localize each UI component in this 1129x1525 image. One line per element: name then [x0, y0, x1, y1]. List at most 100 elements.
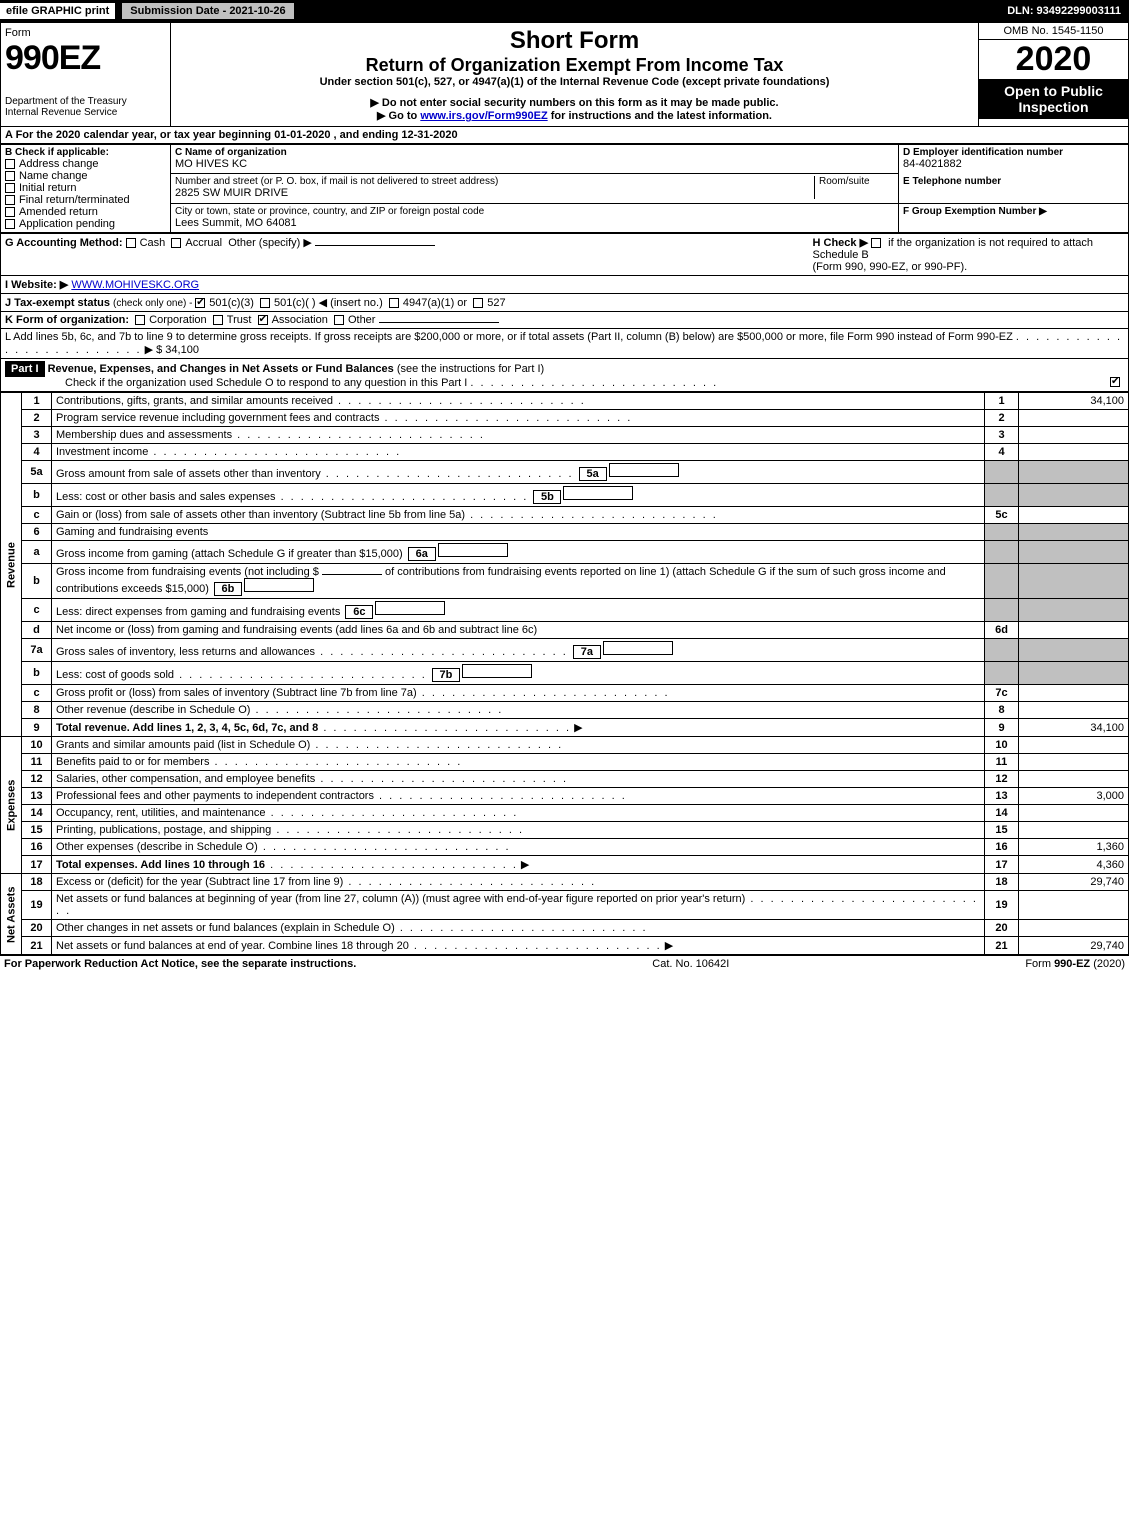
street-label: Number and street (or P. O. box, if mail… [175, 176, 814, 187]
part-1-table: Revenue 1 Contributions, gifts, grants, … [0, 392, 1129, 955]
dots-5c [465, 509, 718, 521]
line-5a-box [985, 461, 1019, 484]
dots-20 [395, 922, 648, 934]
line-6b-desc: Gross income from fundraising events (no… [56, 566, 319, 578]
application-pending-label: Application pending [19, 218, 115, 230]
checkbox-schedule-b-not-required[interactable] [871, 238, 881, 248]
checkbox-other-org[interactable]: Other [334, 314, 376, 326]
checkbox-name-change[interactable]: Name change [5, 170, 166, 182]
line-6-num: 6 [22, 524, 52, 541]
checkbox-cash[interactable]: Cash [126, 237, 166, 249]
checkbox-corporation[interactable]: Corporation [135, 314, 206, 326]
dots-16 [258, 841, 511, 853]
line-18-num: 18 [22, 874, 52, 891]
dept-label: Department of the Treasury [5, 96, 166, 107]
checkbox-association[interactable]: Association [258, 314, 328, 326]
dots-7a [315, 646, 568, 658]
line-5a-subamt [609, 463, 679, 477]
line-6c-desc: Less: direct expenses from gaming and fu… [56, 606, 340, 618]
checkbox-501c3[interactable]: 501(c)(3) [195, 297, 254, 309]
checkbox-address-change[interactable]: Address change [5, 158, 166, 170]
section-d-label: D Employer identification number [903, 147, 1124, 158]
line-6-box [985, 524, 1019, 541]
irs-link[interactable]: www.irs.gov/Form990EZ [420, 110, 547, 122]
top-bar: efile GRAPHIC print Submission Date - 20… [0, 0, 1129, 22]
line-6a-num: a [22, 541, 52, 564]
opt-other-org: Other [348, 314, 376, 326]
section-e-label: E Telephone number [903, 176, 1124, 187]
accrual-label: Accrual [185, 237, 222, 249]
line-4-amt [1019, 444, 1129, 461]
dots-21 [409, 940, 662, 952]
line-4-box: 4 [985, 444, 1019, 461]
checkbox-527[interactable]: 527 [473, 297, 505, 309]
checkbox-amended-return[interactable]: Amended return [5, 206, 166, 218]
footer-right-suffix: (2020) [1093, 958, 1125, 970]
checkbox-trust[interactable]: Trust [213, 314, 252, 326]
line-6b-input[interactable] [322, 574, 382, 575]
part-1-title-note: (see the instructions for Part I) [397, 363, 544, 375]
line-21-amt: 29,740 [1019, 937, 1129, 955]
line-6d-desc: Net income or (loss) from gaming and fun… [56, 624, 537, 636]
line-16-num: 16 [22, 839, 52, 856]
website-link[interactable]: WWW.MOHIVESKC.ORG [71, 279, 199, 291]
other-specify-input[interactable] [315, 245, 435, 246]
form-number: 990EZ [5, 39, 166, 78]
opt-501c: 501(c)( ) ◀ (insert no.) [274, 297, 383, 309]
line-k-label: K Form of organization: [5, 314, 129, 326]
line-8-desc: Other revenue (describe in Schedule O) [56, 704, 250, 716]
line-7a-amt [1019, 639, 1129, 662]
footer-right-prefix: Form [1025, 958, 1054, 970]
line-10-num: 10 [22, 737, 52, 754]
line-6d-box: 6d [985, 622, 1019, 639]
checkbox-final-return[interactable]: Final return/terminated [5, 194, 166, 206]
line-6d-num: d [22, 622, 52, 639]
line-6a-desc: Gross income from gaming (attach Schedul… [56, 548, 403, 560]
line-13-num: 13 [22, 788, 52, 805]
dots-part1 [470, 377, 718, 389]
dots-2 [379, 412, 632, 424]
form-subtitle: Under section 501(c), 527, or 4947(a)(1)… [175, 76, 974, 88]
line-7c-amt [1019, 685, 1129, 702]
line-20-desc: Other changes in net assets or fund bala… [56, 922, 395, 934]
line-6a-amt [1019, 541, 1129, 564]
dots-1 [333, 395, 586, 407]
address-change-label: Address change [19, 158, 99, 170]
line-16-box: 16 [985, 839, 1019, 856]
line-7c-desc: Gross profit or (loss) from sales of inv… [56, 687, 417, 699]
final-return-label: Final return/terminated [19, 194, 130, 206]
section-b-heading: B Check if applicable: [5, 147, 166, 158]
checkbox-501c[interactable]: 501(c)( ) ◀ (insert no.) [260, 297, 383, 309]
line-5c-amt [1019, 507, 1129, 524]
line-7a-subbox: 7a [573, 645, 601, 659]
line-5b-box [985, 484, 1019, 507]
line-7c-num: c [22, 685, 52, 702]
line-14-num: 14 [22, 805, 52, 822]
line-5b-amt [1019, 484, 1129, 507]
line-7a-subamt [603, 641, 673, 655]
line-3-desc: Membership dues and assessments [56, 429, 232, 441]
other-org-input[interactable] [379, 322, 499, 323]
section-c-name-label: C Name of organization [175, 147, 894, 158]
checkbox-application-pending[interactable]: Application pending [5, 218, 166, 230]
dots-3 [232, 429, 485, 441]
line-1-amt: 34,100 [1019, 393, 1129, 410]
line-10-desc: Grants and similar amounts paid (list in… [56, 739, 310, 751]
checkbox-accrual[interactable]: Accrual [171, 237, 222, 249]
form-word: Form [5, 27, 166, 39]
line-17-desc: Total expenses. Add lines 10 through 16 [56, 859, 265, 871]
footer-right-form: 990-EZ [1054, 958, 1090, 970]
checkbox-4947a1[interactable]: 4947(a)(1) or [389, 297, 467, 309]
line-5a-desc: Gross amount from sale of assets other t… [56, 468, 321, 480]
line-a: A For the 2020 calendar year, or tax yea… [0, 127, 1129, 144]
checkbox-schedule-o-part1[interactable] [1110, 377, 1120, 387]
form-title-1: Short Form [175, 27, 974, 55]
line-19-desc: Net assets or fund balances at beginning… [56, 893, 745, 905]
efile-print-button[interactable]: efile GRAPHIC print [0, 3, 115, 19]
line-19-num: 19 [22, 891, 52, 920]
line-10-box: 10 [985, 737, 1019, 754]
checkbox-initial-return[interactable]: Initial return [5, 182, 166, 194]
line-1-num: 1 [22, 393, 52, 410]
dots-11 [209, 756, 462, 768]
entity-info-table: B Check if applicable: Address change Na… [0, 144, 1129, 233]
